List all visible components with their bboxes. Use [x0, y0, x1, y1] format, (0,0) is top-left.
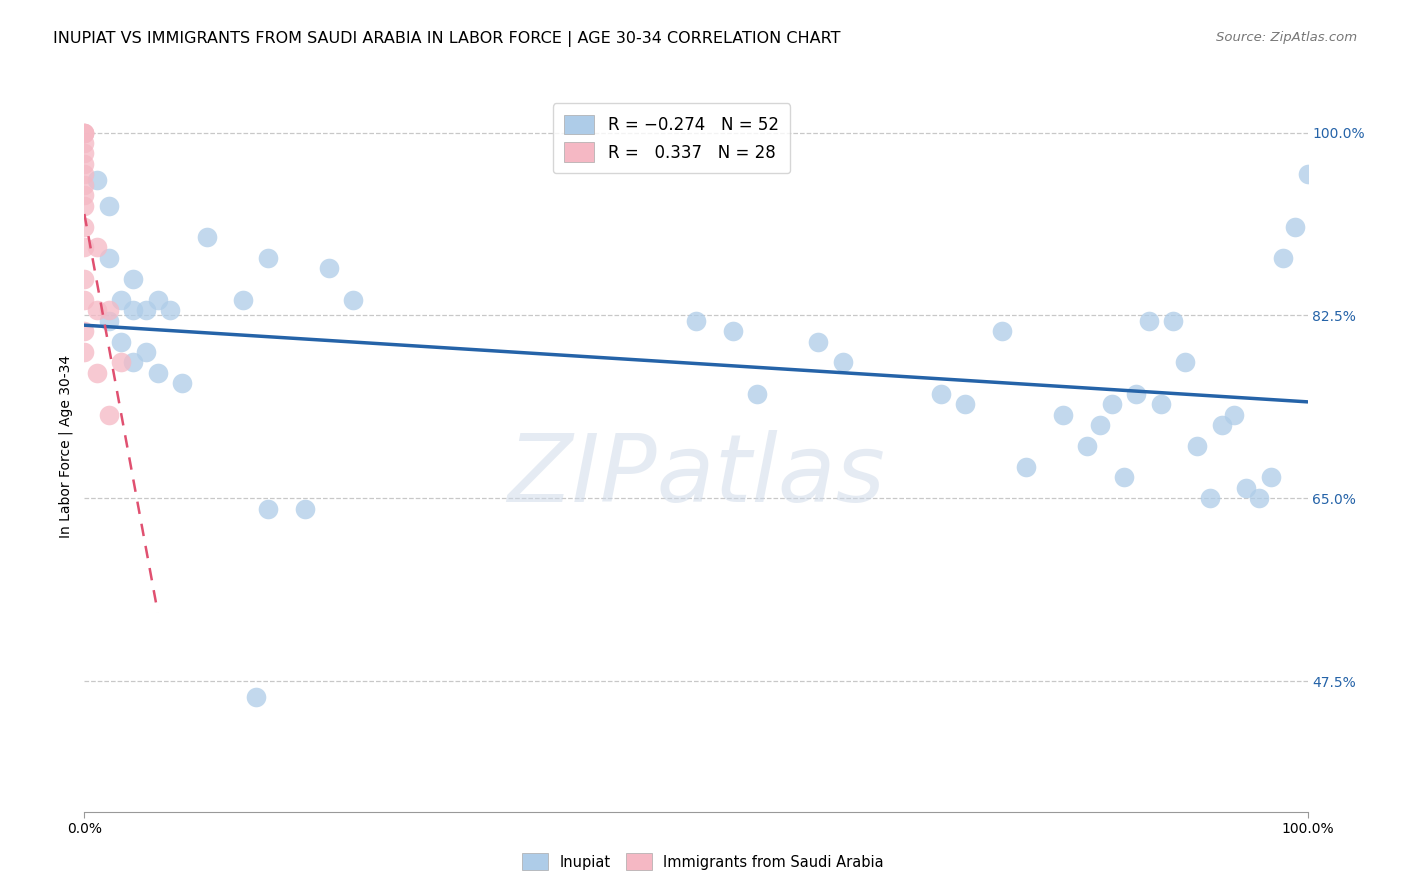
Legend: R = −0.274   N = 52, R =   0.337   N = 28: R = −0.274 N = 52, R = 0.337 N = 28 — [553, 103, 790, 173]
Point — [1247, 491, 1270, 506]
Point — [73, 272, 96, 286]
Point — [86, 172, 108, 186]
Point — [73, 240, 96, 254]
Point — [172, 376, 194, 391]
Point — [97, 303, 120, 318]
Text: INUPIAT VS IMMIGRANTS FROM SAUDI ARABIA IN LABOR FORCE | AGE 30-34 CORRELATION C: INUPIAT VS IMMIGRANTS FROM SAUDI ARABIA … — [53, 31, 841, 47]
Point — [1088, 418, 1111, 433]
Point — [929, 386, 952, 401]
Point — [1284, 219, 1306, 234]
Point — [122, 355, 145, 369]
Point — [685, 313, 707, 327]
Point — [146, 293, 169, 307]
Point — [73, 188, 96, 202]
Point — [73, 293, 96, 307]
Point — [721, 324, 744, 338]
Text: ZIPatlas: ZIPatlas — [508, 430, 884, 521]
Point — [1137, 313, 1160, 327]
Point — [991, 324, 1014, 338]
Point — [1076, 439, 1098, 453]
Point — [1125, 386, 1147, 401]
Point — [245, 690, 267, 704]
Point — [73, 146, 96, 161]
Point — [1174, 355, 1197, 369]
Point — [97, 251, 120, 265]
Point — [73, 126, 96, 140]
Point — [110, 334, 132, 349]
Point — [1198, 491, 1220, 506]
Point — [73, 167, 96, 181]
Point — [73, 178, 96, 192]
Point — [807, 334, 830, 349]
Point — [73, 199, 96, 213]
Point — [73, 219, 96, 234]
Point — [146, 366, 169, 380]
Point — [1211, 418, 1233, 433]
Point — [257, 501, 280, 516]
Point — [1187, 439, 1209, 453]
Point — [73, 157, 96, 171]
Point — [1114, 470, 1136, 484]
Point — [1236, 481, 1258, 495]
Point — [135, 345, 157, 359]
Point — [110, 355, 132, 369]
Point — [1015, 459, 1038, 474]
Point — [73, 126, 96, 140]
Point — [747, 386, 769, 401]
Point — [1272, 251, 1295, 265]
Point — [122, 303, 145, 318]
Point — [73, 136, 96, 150]
Point — [110, 293, 132, 307]
Point — [318, 261, 340, 276]
Point — [1150, 397, 1173, 411]
Point — [159, 303, 181, 318]
Point — [73, 126, 96, 140]
Point — [73, 324, 96, 338]
Point — [97, 408, 120, 422]
Point — [122, 272, 145, 286]
Point — [86, 366, 108, 380]
Y-axis label: In Labor Force | Age 30-34: In Labor Force | Age 30-34 — [59, 354, 73, 538]
Point — [97, 313, 120, 327]
Point — [135, 303, 157, 318]
Point — [232, 293, 254, 307]
Point — [97, 199, 120, 213]
Legend: Inupiat, Immigrants from Saudi Arabia: Inupiat, Immigrants from Saudi Arabia — [515, 847, 891, 878]
Point — [86, 303, 108, 318]
Point — [257, 251, 280, 265]
Point — [1223, 408, 1246, 422]
Point — [195, 230, 218, 244]
Point — [86, 240, 108, 254]
Point — [1052, 408, 1074, 422]
Point — [1161, 313, 1184, 327]
Point — [342, 293, 364, 307]
Point — [831, 355, 853, 369]
Point — [953, 397, 976, 411]
Text: Source: ZipAtlas.com: Source: ZipAtlas.com — [1216, 31, 1357, 45]
Point — [1296, 167, 1319, 181]
Point — [1260, 470, 1282, 484]
Point — [1101, 397, 1123, 411]
Point — [73, 345, 96, 359]
Point — [294, 501, 316, 516]
